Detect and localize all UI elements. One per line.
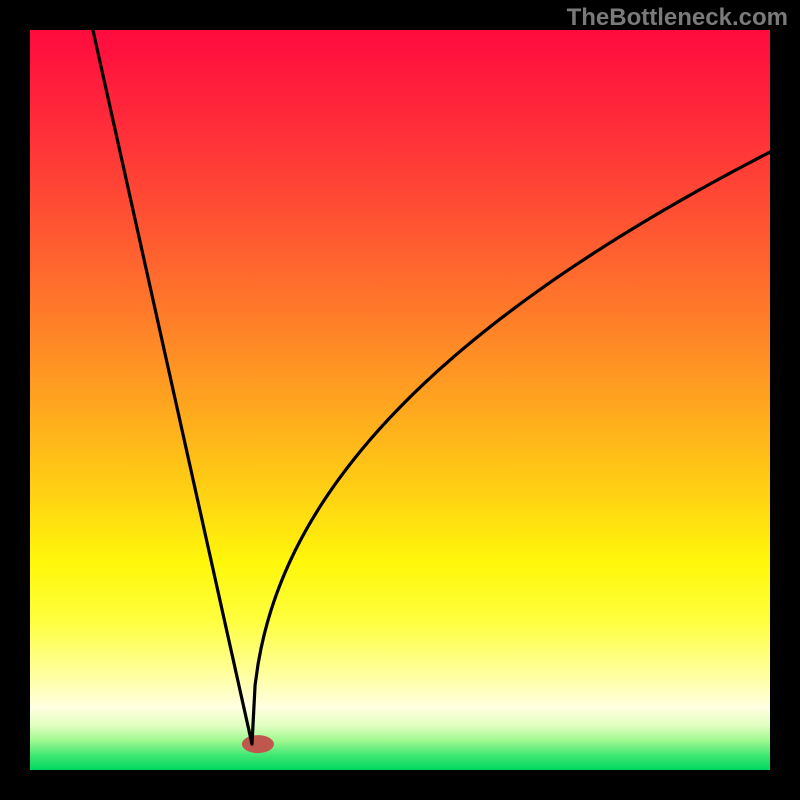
chart-svg [0, 0, 800, 800]
chart-container: TheBottleneck.com [0, 0, 800, 800]
dip-marker [242, 735, 274, 753]
watermark-label: TheBottleneck.com [567, 4, 788, 32]
chart-background-gradient [30, 30, 770, 770]
